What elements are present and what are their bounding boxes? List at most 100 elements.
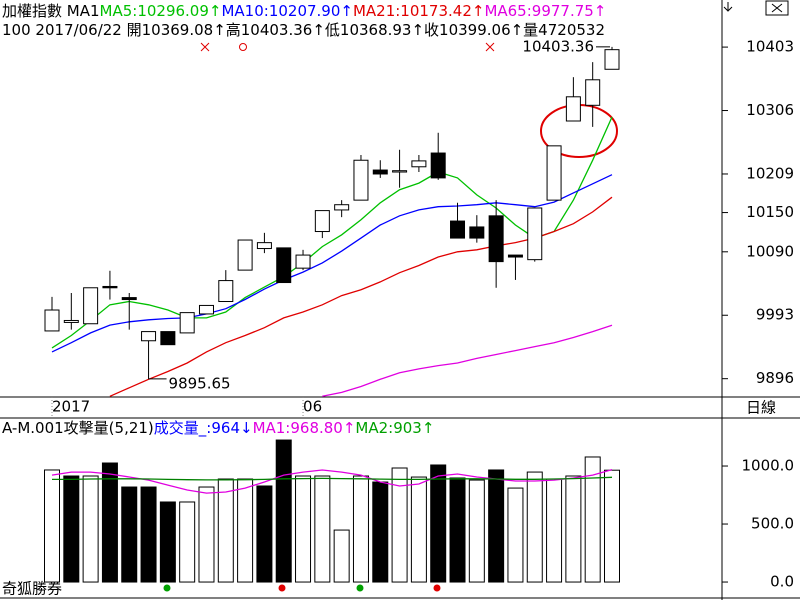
y-tick-label: 1000.0	[742, 457, 795, 475]
candle-body	[198, 304, 214, 315]
volume-bar	[121, 486, 138, 583]
volume-bar	[198, 486, 215, 583]
candle-body	[546, 145, 562, 201]
candle-body	[44, 309, 60, 332]
candle-body	[411, 160, 427, 168]
y-tick-label: 10209	[746, 164, 794, 182]
candle-body	[430, 152, 446, 179]
header-item: MA21:10173.42↑	[353, 2, 484, 20]
header-line: 100 2017/06/22 開10369.08↑高10403.36↑低1036…	[2, 21, 605, 39]
volume-bar	[333, 529, 350, 583]
volume-bar	[217, 478, 234, 583]
volume-bar	[159, 501, 176, 583]
period-box	[723, 398, 800, 417]
candle-body	[527, 207, 543, 261]
volume-bar	[488, 469, 505, 583]
header-item: 成交量_:964↓	[154, 419, 253, 438]
candle-body	[314, 210, 330, 233]
header-line: 加權指數 MA1MA5:10296.09↑MA10:10207.90↑MA21:…	[2, 2, 606, 20]
volume-bar	[391, 467, 408, 583]
header-item: MA1:968.80↑	[253, 419, 356, 437]
candle-body	[334, 204, 350, 211]
volume-bar	[565, 475, 582, 583]
annotation: 9895.65	[169, 374, 231, 392]
candle-body	[488, 215, 504, 263]
volume-bar	[314, 475, 331, 583]
volume-bar	[44, 469, 60, 583]
volume-bar	[372, 481, 389, 583]
candle-body	[353, 159, 369, 201]
volume-bar	[468, 479, 485, 583]
signal-marks	[200, 42, 495, 52]
candle-body	[392, 170, 408, 173]
y-tick-label: 10306	[746, 101, 794, 119]
candle-body	[604, 49, 620, 70]
candle-body	[102, 285, 118, 289]
volume-bar	[507, 487, 524, 583]
volume-bar	[140, 486, 157, 583]
y-tick-label: 10150	[746, 203, 794, 221]
volume-bar	[526, 471, 543, 583]
scroll-icon[interactable]	[723, 2, 733, 12]
y-tick-label: 500.0	[751, 515, 794, 533]
volume-bar	[546, 478, 563, 583]
volume-bar	[449, 477, 466, 583]
annotation: 10403.36	[522, 37, 594, 55]
candle-body	[276, 247, 292, 284]
x-tick-label: 2017	[52, 398, 90, 416]
y-tick-label: 0.0	[770, 573, 794, 591]
volume-bar	[410, 476, 427, 583]
volume-bar	[179, 501, 196, 583]
candle-body	[218, 280, 234, 303]
period-label: 日線	[746, 399, 776, 417]
y-tick-label: 9896	[756, 369, 794, 387]
candle-body	[450, 220, 466, 239]
volume-bar	[82, 475, 99, 583]
candle-body	[141, 331, 157, 342]
candle-body	[372, 169, 388, 175]
candle-body	[237, 239, 253, 271]
candle-body	[507, 254, 523, 258]
volume-bar	[237, 478, 254, 583]
volume-bar	[584, 456, 601, 583]
y-tick-label: 10090	[746, 242, 794, 260]
candle-body	[469, 226, 485, 239]
volume-bar	[352, 475, 369, 583]
header-item: MA65:9977.75↑	[484, 2, 606, 20]
header-item: 加權指數 MA1	[2, 2, 100, 20]
candle-body	[256, 242, 272, 250]
volume-bar	[430, 464, 447, 583]
volume-bar	[101, 462, 118, 583]
signal-mark	[239, 43, 247, 51]
volume-bar	[604, 469, 620, 583]
header-item: MA5:10296.09↑	[100, 2, 222, 20]
y-tick-label: 10403	[746, 38, 794, 56]
candle-body	[83, 287, 99, 325]
volume-bar	[295, 475, 312, 583]
y-tick-label: 9993	[756, 306, 794, 324]
ma-line	[52, 476, 613, 481]
candle-body	[179, 312, 195, 334]
header-item: 100 2017/06/22 開10369.08↑高10403.36↑低1036…	[2, 21, 605, 39]
volume-bar	[256, 485, 273, 583]
volume-bar	[275, 439, 292, 583]
candle-body	[295, 254, 311, 269]
candle-body	[63, 319, 79, 323]
candle-body	[565, 96, 581, 122]
close-icon[interactable]	[771, 3, 783, 13]
header-item: MA2:903↑	[355, 419, 434, 437]
candle-body	[160, 331, 176, 346]
ma-line	[51, 174, 613, 353]
ma-line	[322, 324, 613, 397]
header-item: A-M.001攻擊量(5,21)	[2, 419, 154, 437]
header-line: A-M.001攻擊量(5,21)成交量_:964↓MA1:968.80↑MA2:…	[2, 419, 434, 438]
footer: 奇狐勝券	[2, 580, 62, 598]
candle-body	[585, 79, 601, 106]
ma-line	[51, 116, 613, 349]
header-item: MA10:10207.90↑	[221, 2, 352, 20]
volume-bar	[63, 475, 80, 583]
candle-body	[121, 297, 137, 301]
x-tick-label: 06	[303, 398, 322, 416]
